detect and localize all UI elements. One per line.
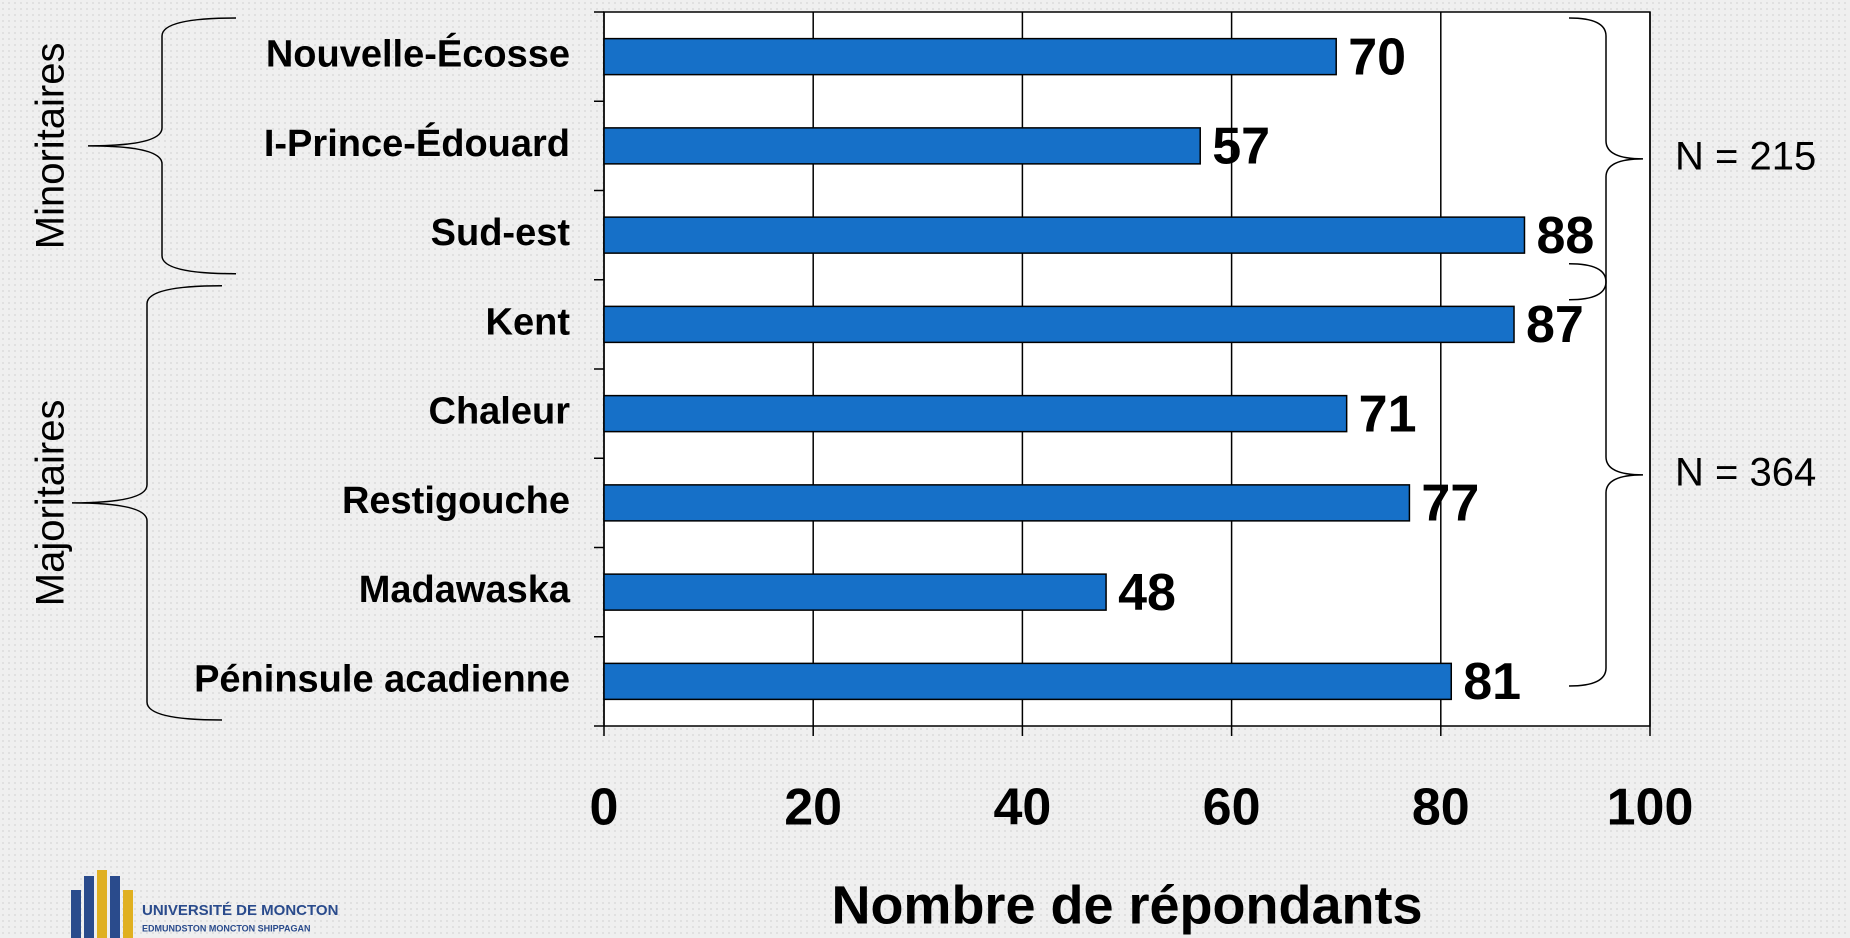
x-tick-label: 0 bbox=[590, 779, 619, 837]
y-tick-label: Chaleur bbox=[429, 391, 571, 433]
n-brace bbox=[1568, 263, 1644, 687]
logo-mark bbox=[123, 890, 133, 938]
x-tick-label: 100 bbox=[1607, 779, 1694, 837]
logo-mark bbox=[110, 876, 120, 938]
y-tick-label: Kent bbox=[486, 301, 571, 343]
y-tick-label: I-Prince-Édouard bbox=[264, 121, 570, 165]
logo: UNIVERSITÉ DE MONCTON EDMUNDSTON MONCTON… bbox=[71, 870, 338, 938]
x-tick-label: 80 bbox=[1412, 779, 1470, 837]
logo-mark bbox=[97, 870, 107, 938]
x-tick-label: 20 bbox=[784, 779, 842, 837]
logo-title: UNIVERSITÉ DE MONCTON bbox=[142, 902, 338, 919]
bar-value-label: 77 bbox=[1421, 475, 1479, 533]
x-tick-label: 40 bbox=[993, 779, 1051, 837]
x-axis-title: Nombre de répondants bbox=[831, 875, 1422, 935]
bar bbox=[603, 216, 1526, 254]
group-brace bbox=[87, 17, 237, 275]
y-tick-label: Restigouche bbox=[342, 480, 570, 522]
bar-value-label: 88 bbox=[1536, 207, 1594, 265]
bar-value-label: 70 bbox=[1348, 28, 1406, 86]
bar bbox=[603, 573, 1107, 611]
bar-value-label: 48 bbox=[1118, 564, 1176, 622]
bar-value-label: 71 bbox=[1359, 385, 1417, 443]
n-label: N = 364 bbox=[1675, 450, 1816, 494]
bar-value-label: 87 bbox=[1526, 296, 1584, 354]
y-tick-label: Nouvelle-Écosse bbox=[266, 32, 570, 76]
logo-mark bbox=[84, 876, 94, 938]
bar bbox=[603, 37, 1337, 76]
bar-value-label: 57 bbox=[1212, 118, 1270, 176]
logo-subtitle: EDMUNDSTON MONCTON SHIPPAGAN bbox=[142, 923, 311, 933]
bar bbox=[603, 305, 1515, 344]
n-label: N = 215 bbox=[1675, 134, 1816, 178]
y-tick-label: Péninsule acadienne bbox=[194, 658, 570, 700]
group-label: Minoritaires bbox=[29, 43, 73, 250]
logo-mark bbox=[71, 890, 81, 938]
y-tick-label: Madawaska bbox=[359, 569, 571, 611]
y-tick-label: Sud-est bbox=[431, 212, 571, 254]
bar bbox=[603, 484, 1411, 522]
bar-value-label: 81 bbox=[1463, 653, 1521, 711]
n-brace bbox=[1568, 17, 1644, 301]
group-label: Majoritaires bbox=[29, 400, 73, 607]
bar bbox=[603, 127, 1201, 165]
bar bbox=[603, 394, 1348, 433]
x-tick-label: 60 bbox=[1203, 779, 1261, 837]
bar bbox=[603, 662, 1453, 701]
group-brace bbox=[71, 285, 223, 721]
